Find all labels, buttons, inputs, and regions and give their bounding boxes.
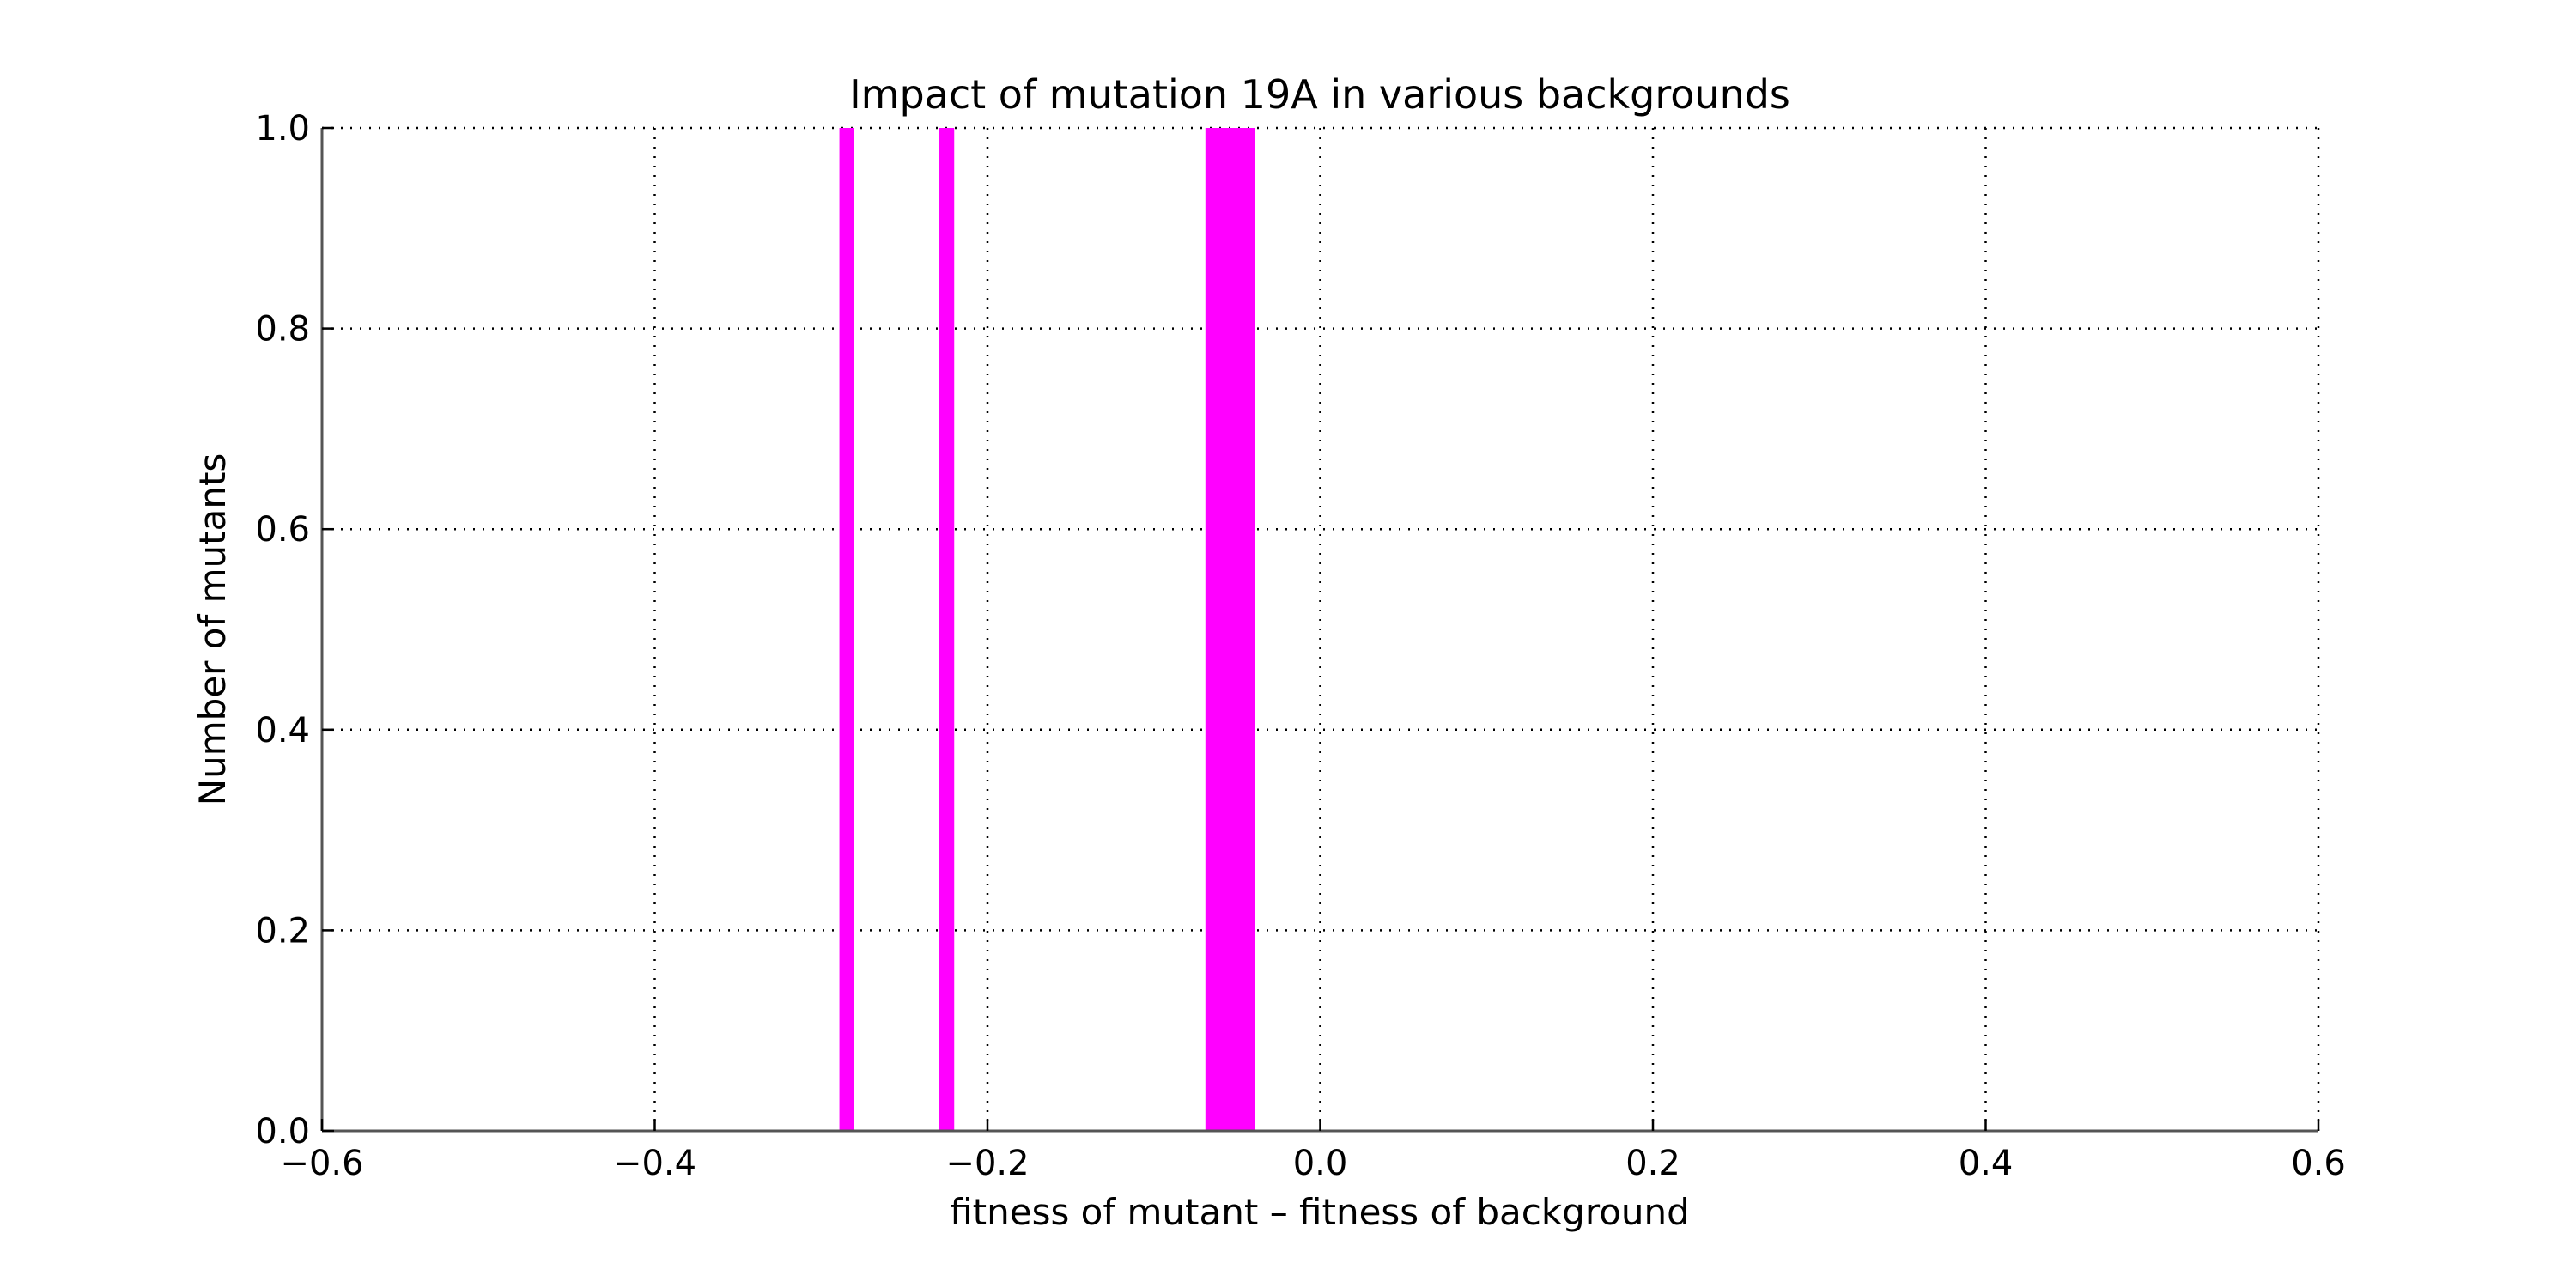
x-tick-label: 0.4 xyxy=(1959,1144,2014,1183)
y-tick-label: 0.4 xyxy=(255,711,310,750)
chart-title: Impact of mutation 19A in various backgr… xyxy=(849,71,1790,118)
histogram-bar xyxy=(1205,128,1255,1131)
histogram-bar xyxy=(839,128,854,1131)
x-tick-label: −0.4 xyxy=(613,1144,696,1183)
histogram-bar xyxy=(939,128,955,1131)
y-tick-label: 0.6 xyxy=(255,510,310,550)
y-axis-label: Number of mutants xyxy=(191,453,234,806)
x-tick-label: −0.6 xyxy=(280,1144,363,1183)
grid-lines xyxy=(322,126,2320,1131)
y-tick-label: 0.0 xyxy=(255,1112,310,1151)
y-tick-label: 0.8 xyxy=(255,310,310,349)
x-tick-label: 0.6 xyxy=(2291,1144,2346,1183)
y-tick-label: 0.2 xyxy=(255,911,310,951)
x-tick-label: −0.2 xyxy=(945,1144,1029,1183)
x-tick-label: 0.2 xyxy=(1625,1144,1680,1183)
x-tick-label: 0.0 xyxy=(1293,1144,1348,1183)
x-axis-label: fitness of mutant – fitness of backgroun… xyxy=(950,1191,1690,1233)
bars xyxy=(839,128,1255,1131)
y-tick-label: 1.0 xyxy=(255,109,310,149)
ticks: −0.6 −0.4 −0.2 0.0 0.2 0.4 0.6 0.0 0.2 0.4 0.6 0.8 1… xyxy=(255,109,2345,1183)
